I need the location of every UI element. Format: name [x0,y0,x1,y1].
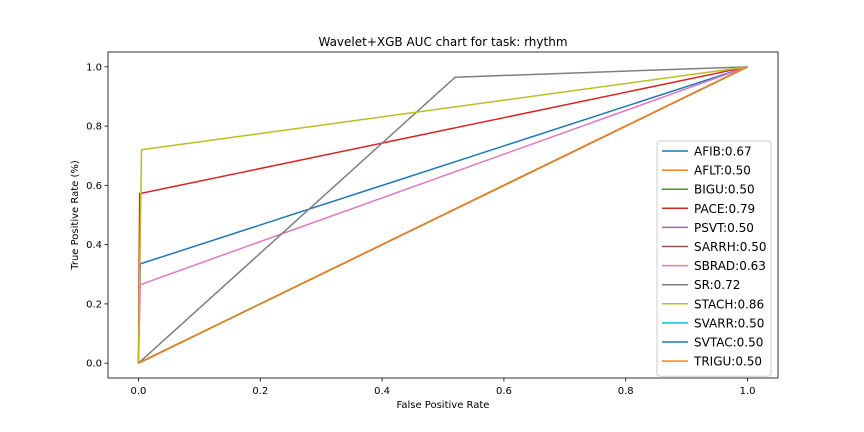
legend-label: SR:0.72 [694,278,740,292]
legend-label: PACE:0.79 [694,202,755,216]
legend-label: SARRH:0.50 [694,240,767,254]
x-tick-label: 1.0 [740,386,756,397]
legend-label: AFIB:0.67 [694,145,752,159]
x-tick-label: 0.6 [496,386,512,397]
x-tick-label: 0.2 [252,386,268,397]
y-tick-label: 0.0 [86,359,102,370]
x-tick-label: 0.0 [131,386,147,397]
series-line-trigu [138,66,748,364]
legend-label: PSVT:0.50 [694,221,754,235]
legend-label: SBRAD:0.63 [694,259,766,273]
legend-label: SVARR:0.50 [694,316,764,330]
y-axis-ticks: 0.0 0.2 0.4 0.6 0.8 1.0 [86,62,108,370]
chart-title: Wavelet+XGB AUC chart for task: rhythm [318,35,567,49]
x-axis-label: False Positive Rate [397,400,490,411]
y-tick-label: 0.4 [86,240,102,251]
legend-label: BIGU:0.50 [694,183,755,197]
y-tick-label: 0.2 [86,299,102,310]
legend-box [656,140,772,377]
series-lines [137,66,748,364]
y-tick-label: 1.0 [86,62,102,73]
y-tick-label: 0.8 [86,122,102,133]
y-axis-label: True Positive Rate (%) [70,160,81,271]
legend-label: STACH:0.86 [694,297,764,311]
y-tick-label: 0.6 [86,181,102,192]
plot-frame [107,51,779,379]
series-line-stach [137,66,748,364]
series-line-sr [137,66,748,364]
legend-label: TRIGU:0.50 [693,355,762,369]
x-tick-label: 0.4 [374,386,390,397]
x-tick-label: 0.8 [618,386,634,397]
legend-label: AFLT:0.50 [694,164,751,178]
legend: AFIB:0.67 AFLT:0.50 BIGU:0.50 PACE:0.79 PSVT… [656,140,772,377]
x-axis-ticks: 0.0 0.2 0.4 0.6 0.8 1.0 [131,378,756,397]
legend-label: SVTAC:0.50 [694,336,763,350]
